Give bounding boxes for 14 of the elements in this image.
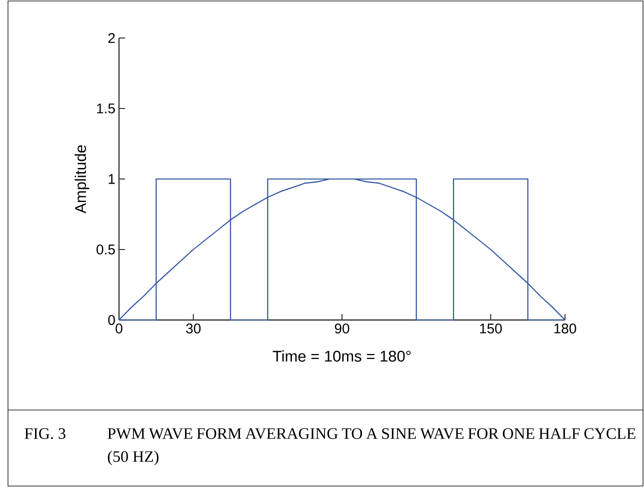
x-tick-label: 90 — [334, 324, 350, 334]
x-tick-label: 30 — [186, 324, 201, 334]
y-axis-title: Amplitude — [74, 145, 90, 214]
x-tick-label: 0 — [116, 324, 122, 334]
y-tick-label: 2 — [108, 33, 115, 43]
x-tick-label: 180 — [554, 324, 576, 334]
y-tick-label: 0.5 — [96, 244, 115, 254]
y-tick-label: 1.5 — [97, 104, 115, 114]
x-axis-title: Time = 10ms = 180° — [272, 350, 411, 362]
caption: FIG. 3 — [24, 428, 66, 440]
y-tick-label: 1 — [108, 174, 115, 184]
x-tick-label: 150 — [480, 324, 502, 334]
y-tick-label: 0 — [108, 315, 115, 325]
text: PWM WAVE FORM AVERAGING TO A SINE WAVE FOR ONE HALF CYCLE (50 HZ) — [108, 428, 636, 466]
